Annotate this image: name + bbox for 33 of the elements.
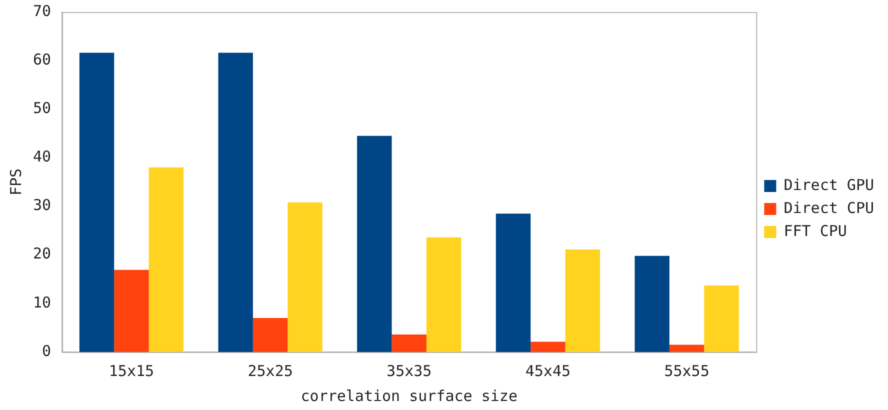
y-tick-label: 70 (33, 2, 52, 20)
y-tick-label: 20 (33, 244, 52, 263)
bar (252, 318, 288, 352)
bar (79, 52, 114, 352)
y-tick-label: 40 (33, 148, 52, 166)
bar (530, 342, 566, 352)
x-tick-label: 45x45 (525, 362, 571, 380)
x-tick-label: 25x25 (248, 362, 293, 380)
bar (148, 167, 184, 352)
y-tick-label: 0 (42, 342, 52, 360)
x-tick-label: 15x15 (108, 362, 154, 380)
x-tick-label: 55x55 (664, 362, 710, 380)
y-tick-label: 50 (33, 99, 52, 118)
x-axis-title: correlation surface size (300, 386, 518, 405)
bar (704, 285, 739, 352)
bar (565, 250, 600, 352)
legend-label: Direct CPU (784, 198, 874, 217)
legend-label: FFT CPU (784, 222, 847, 240)
y-tick-label: 10 (33, 293, 52, 312)
bar (218, 52, 253, 352)
bar (669, 344, 704, 352)
bar (357, 136, 392, 352)
bar (392, 334, 426, 352)
bar (114, 270, 149, 352)
y-tick-label: 30 (33, 196, 52, 214)
legend-label: Direct GPU (784, 176, 874, 194)
bar (426, 237, 462, 352)
bar (634, 256, 670, 352)
x-tick-label: 35x35 (386, 362, 432, 380)
y-tick-label: 60 (33, 50, 52, 68)
bar (496, 214, 531, 352)
y-axis-title: FPS (6, 168, 25, 196)
bar (288, 202, 322, 352)
